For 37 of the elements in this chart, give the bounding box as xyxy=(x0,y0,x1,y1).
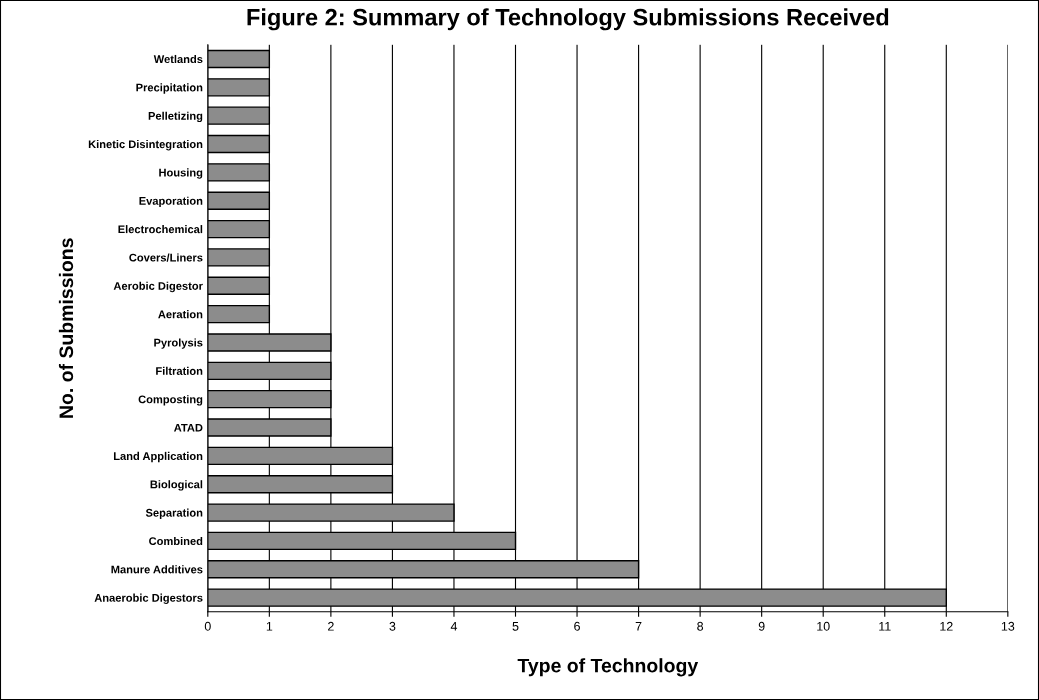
y-tick-label: Pelletizing xyxy=(148,111,203,123)
y-tick-label: Anaerobic Digestors xyxy=(94,593,203,605)
x-tick-label: 13 xyxy=(1001,621,1015,631)
x-tick-label: 10 xyxy=(817,621,830,631)
y-tick-label: Housing xyxy=(159,168,203,179)
y-tick-label: Wetlands xyxy=(153,54,203,64)
y-tick-label: Pyrolysis xyxy=(154,338,203,349)
y-tick-label: Evaporation xyxy=(139,196,203,208)
y-tick-label: Kinetic Disintegration xyxy=(88,140,203,151)
chart-title: Figure 2: Summary of Technology Submissions Received xyxy=(247,8,889,31)
y-tick-label: ATAD xyxy=(173,423,203,432)
x-axis-title: Type of Technology xyxy=(517,658,699,677)
y-tick-label: Land Application xyxy=(113,451,203,463)
y-tick-label: Composting xyxy=(138,395,203,406)
x-tick-label: 2 xyxy=(328,621,334,631)
y-tick-label: Covers/Liners xyxy=(129,253,203,262)
x-tick-label: 5 xyxy=(512,621,519,631)
y-tick-label: Aeration xyxy=(158,310,203,319)
x-tick-label: 3 xyxy=(389,621,396,631)
y-tick-label: Precipitation xyxy=(136,83,203,94)
y-tick-label: Electrochemical xyxy=(118,225,203,234)
y-axis-title: No. of Submissions xyxy=(58,238,74,418)
y-tick-label: Filtration xyxy=(156,366,203,375)
x-tick-label: 8 xyxy=(697,621,704,631)
y-tick-label: Aerobic Digestor xyxy=(113,281,203,293)
x-tick-label: 6 xyxy=(574,621,580,631)
x-tick-label: 9 xyxy=(758,621,765,631)
y-tick-label: Separation xyxy=(145,508,203,519)
x-tick-label: 7 xyxy=(635,621,642,631)
x-tick-label: 11 xyxy=(879,621,891,631)
y-tick-label: Combined xyxy=(149,536,203,546)
x-tick-label: 12 xyxy=(940,621,953,631)
y-tick-label: Manure Additives xyxy=(111,565,203,574)
x-tick-label: 4 xyxy=(450,621,458,631)
y-tick-label: Biological xyxy=(150,480,203,491)
x-tick-label: 0 xyxy=(204,621,211,631)
x-tick-label: 1 xyxy=(266,621,273,631)
